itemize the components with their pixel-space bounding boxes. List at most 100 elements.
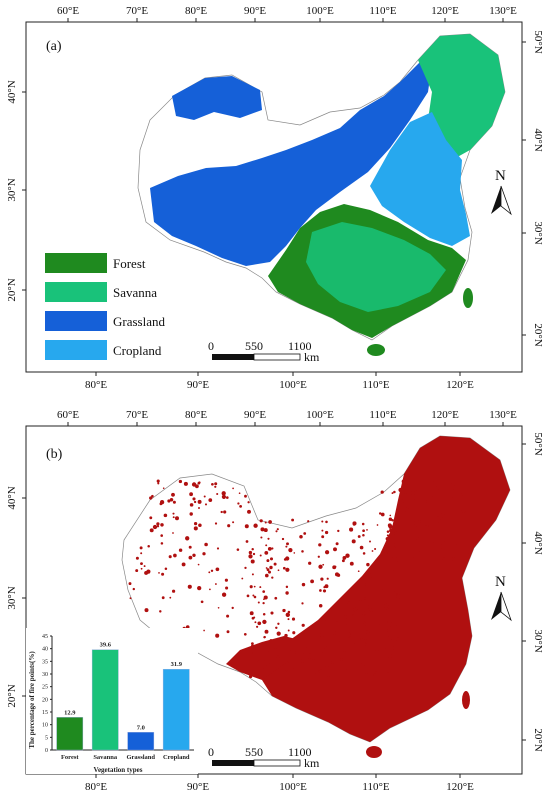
fire-point	[292, 631, 296, 635]
fire-point	[322, 563, 325, 566]
fire-point	[291, 617, 296, 621]
fire-point	[173, 553, 177, 558]
fire-point	[342, 556, 347, 560]
fire-point	[321, 529, 324, 532]
fire-point	[389, 625, 391, 628]
scale-b-seg-white	[253, 759, 301, 767]
fire-point	[349, 631, 351, 634]
fire-point	[440, 528, 444, 533]
bar-category-cropland: Cropland	[163, 754, 190, 761]
fire-point	[363, 597, 367, 601]
fire-point	[360, 663, 365, 667]
bar-grassland	[127, 732, 155, 751]
fire-point	[425, 522, 429, 527]
fire-point	[245, 540, 249, 543]
fire-point	[327, 674, 330, 677]
fire-point	[268, 520, 272, 524]
fire-point	[198, 523, 202, 528]
right-lat-label-a: 40°N	[532, 128, 544, 151]
fire-point	[383, 607, 387, 611]
fire-point	[352, 522, 356, 526]
fire-point	[266, 559, 270, 563]
fire-point	[373, 673, 376, 677]
vegetation-map	[137, 33, 506, 356]
top-lon-label-b: 70°E	[126, 409, 148, 421]
fire-point	[209, 588, 211, 591]
bar-savanna	[91, 649, 119, 751]
fire-point	[238, 492, 241, 495]
fire-point	[317, 555, 320, 558]
fire-point	[129, 597, 132, 600]
fire-point	[394, 661, 397, 665]
cropland-region	[370, 112, 470, 246]
fire-point	[193, 500, 197, 504]
fire-point	[146, 569, 151, 574]
fire-point	[392, 645, 397, 650]
fire-point	[403, 489, 408, 494]
fire-point	[189, 512, 193, 516]
fire-point	[394, 655, 397, 658]
fire-point	[252, 594, 255, 597]
fire-point	[161, 596, 165, 600]
fire-point	[282, 665, 285, 667]
fire-point	[386, 530, 390, 533]
fire-point	[340, 658, 343, 661]
fire-point	[285, 567, 290, 572]
fire-dense-region	[262, 436, 510, 742]
fire-point	[312, 659, 316, 663]
fire-point	[277, 569, 280, 572]
fire-point	[303, 651, 307, 655]
north-arrow-a: N	[491, 168, 512, 216]
fire-point	[383, 628, 388, 633]
fire-point	[365, 666, 368, 669]
fire-point	[162, 487, 165, 490]
fire-point	[369, 641, 373, 644]
fire-point	[217, 606, 220, 609]
fire-point	[257, 621, 262, 626]
bar-category-savanna: Savanna	[93, 754, 118, 761]
fire-point	[285, 585, 289, 589]
top-lon-label-a: 90°E	[244, 5, 266, 17]
fire-point	[262, 619, 267, 625]
fire-point	[387, 635, 393, 640]
fire-point	[399, 505, 402, 508]
bottom-lon-label-b: 120°E	[446, 781, 474, 793]
fire-point	[414, 524, 417, 527]
fire-point	[318, 657, 321, 660]
top-lon-label-b: 60°E	[57, 409, 79, 421]
fire-point	[386, 534, 389, 537]
hainan-island-b	[366, 746, 382, 758]
fire-point	[366, 632, 371, 637]
left-lat-label-b: 20°N	[6, 684, 18, 707]
fire-point	[232, 487, 234, 490]
fire-point	[284, 633, 288, 638]
bar-value-cropland: 31.9	[171, 661, 183, 668]
fire-point	[386, 672, 389, 675]
fire-point	[247, 509, 251, 514]
fire-point	[325, 677, 328, 679]
fire-point	[256, 625, 259, 628]
fire-point	[371, 550, 374, 552]
fire-point	[374, 671, 378, 674]
fire-point	[152, 524, 158, 530]
fire-point	[204, 542, 208, 547]
fire-point	[388, 557, 393, 562]
fire-point	[301, 550, 304, 553]
inset-bars	[56, 649, 190, 751]
fire-point	[349, 561, 354, 566]
fire-point	[263, 665, 268, 670]
fire-point	[253, 595, 257, 599]
fire-point	[410, 555, 414, 558]
fire-point	[374, 647, 379, 652]
fire-point	[225, 586, 229, 590]
fire-point	[349, 633, 355, 638]
fire-point	[403, 508, 407, 512]
inset-ytick-label: 10	[42, 723, 48, 729]
fire-point	[392, 532, 396, 535]
scale-b-tick-2: 1100	[288, 745, 312, 759]
fire-point	[440, 540, 445, 545]
fire-point	[345, 553, 350, 558]
fire-point	[216, 492, 219, 496]
fire-point	[149, 528, 154, 533]
panel-b-frame	[25, 425, 523, 775]
